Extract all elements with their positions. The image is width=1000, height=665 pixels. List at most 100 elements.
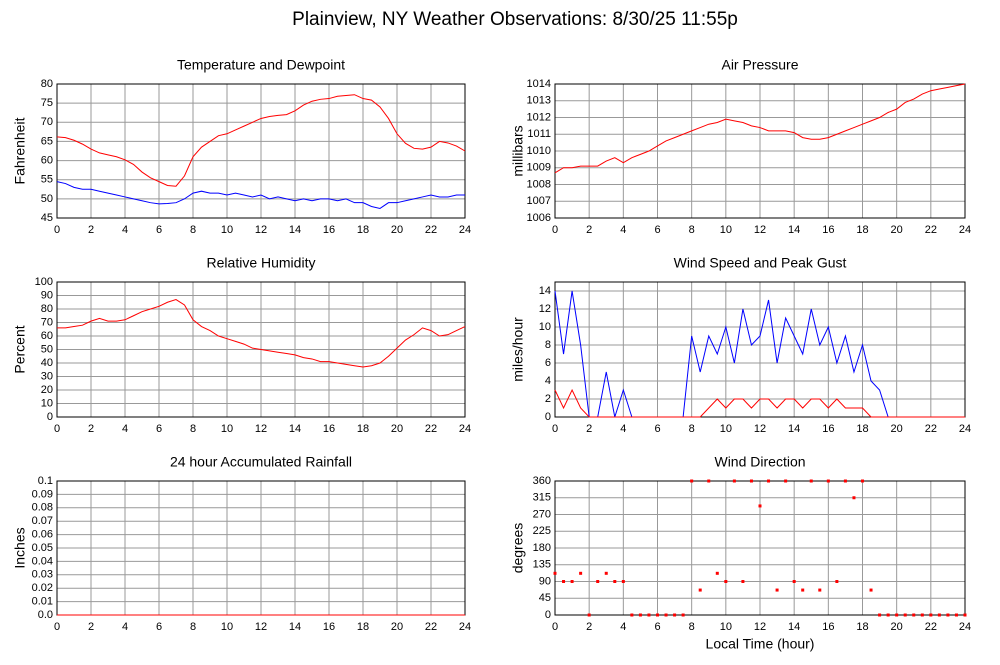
x-tick-label: 12: [255, 423, 267, 435]
y-tick-label: 180: [533, 542, 551, 554]
x-tick-label: 14: [788, 224, 800, 236]
x-tick-label: 22: [925, 423, 937, 435]
x-tick-label: 24: [959, 423, 971, 435]
panel-title: Wind Speed and Peak Gust: [674, 255, 847, 271]
y-tick-label: 10: [539, 321, 551, 333]
x-tick-label: 16: [323, 224, 335, 236]
x-tick-label: 4: [122, 621, 128, 633]
x-axis-label: Local Time (hour): [706, 636, 815, 652]
x-tick-label: 10: [221, 423, 233, 435]
y-tick-label: 1014: [527, 78, 551, 90]
x-tick-label: 0: [552, 621, 558, 633]
data-point: [656, 613, 659, 617]
x-tick-label: 24: [459, 224, 471, 236]
y-tick-label: 315: [533, 492, 551, 504]
x-tick-label: 12: [255, 224, 267, 236]
y-tick-label: 10: [41, 397, 53, 409]
y-tick-label: 50: [41, 193, 53, 205]
data-point: [638, 613, 642, 617]
plot-frame: [554, 480, 966, 616]
data-point: [775, 588, 779, 592]
x-tick-label: 18: [357, 224, 369, 236]
data-point: [621, 580, 625, 583]
x-tick-label: 0: [552, 224, 558, 236]
x-tick-label: 2: [88, 423, 94, 435]
y-tick-label: 0: [545, 411, 551, 423]
y-axis-label: degrees: [510, 523, 526, 574]
y-tick-label: 360: [533, 475, 551, 487]
x-tick-label: 2: [586, 224, 592, 236]
data-point: [835, 580, 839, 583]
y-tick-label: 135: [533, 559, 551, 571]
x-tick-label: 10: [720, 224, 732, 236]
data-point: [818, 588, 822, 592]
x-tick-label: 8: [190, 423, 196, 435]
x-tick-label: 20: [391, 423, 403, 435]
x-tick-label: 16: [323, 423, 335, 435]
x-tick-label: 0: [54, 423, 60, 435]
panel-title: Air Pressure: [721, 57, 798, 73]
x-tick-label: 2: [88, 621, 94, 633]
y-tick-label: 1012: [527, 111, 551, 123]
data-point: [758, 504, 762, 508]
x-tick-label: 14: [289, 423, 301, 435]
x-tick-label: 4: [620, 621, 626, 633]
data-point: [912, 613, 916, 617]
y-tick-label: 0.07: [32, 515, 53, 527]
data-point: [886, 613, 890, 617]
data-point: [647, 613, 651, 617]
data-line: [56, 181, 465, 209]
data-line: [554, 388, 965, 418]
x-tick-label: 20: [891, 224, 903, 236]
x-tick-label: 16: [822, 224, 834, 236]
data-point: [732, 479, 736, 483]
y-tick-label: 0.01: [32, 596, 53, 608]
x-tick-label: 22: [425, 621, 437, 633]
y-tick-label: 0.08: [32, 502, 53, 514]
x-tick-label: 0: [552, 423, 558, 435]
data-point: [673, 613, 677, 617]
x-tick-label: 22: [425, 423, 437, 435]
x-tick-label: 22: [425, 224, 437, 236]
panel-title: Wind Direction: [714, 454, 805, 470]
x-tick-label: 24: [959, 224, 971, 236]
y-tick-label: 90: [41, 289, 53, 301]
x-tick-label: 20: [891, 621, 903, 633]
panel-title: Temperature and Dewpoint: [177, 57, 345, 73]
x-tick-label: 8: [190, 224, 196, 236]
x-tick-label: 8: [689, 224, 695, 236]
data-point: [587, 613, 591, 617]
x-tick-label: 8: [190, 621, 196, 633]
y-tick-label: 0.1: [38, 475, 53, 487]
x-tick-label: 2: [88, 224, 94, 236]
data-point: [553, 571, 557, 575]
data-point: [903, 613, 907, 617]
y-tick-label: 20: [41, 384, 53, 396]
data-point: [664, 613, 668, 617]
x-tick-label: 14: [289, 224, 301, 236]
data-point: [801, 588, 805, 592]
y-tick-label: 225: [533, 525, 551, 537]
y-axis-label: Inches: [12, 527, 28, 568]
x-tick-label: 20: [891, 423, 903, 435]
x-tick-label: 14: [788, 621, 800, 633]
x-tick-label: 18: [856, 621, 868, 633]
x-tick-label: 10: [221, 621, 233, 633]
y-axis-label: miles/hour: [510, 317, 526, 382]
x-tick-label: 18: [856, 224, 868, 236]
x-tick-label: 6: [156, 621, 162, 633]
data-line: [56, 94, 466, 187]
y-axis-label: Fahrenheit: [12, 117, 28, 184]
panel-title: Relative Humidity: [207, 255, 316, 271]
data-point: [613, 580, 617, 583]
data-point: [715, 571, 719, 575]
y-tick-label: 40: [41, 357, 53, 369]
x-tick-label: 4: [122, 423, 128, 435]
y-tick-label: 1011: [527, 128, 551, 140]
y-tick-label: 4: [545, 375, 551, 387]
y-tick-label: 1007: [527, 195, 551, 207]
x-tick-label: 18: [856, 423, 868, 435]
data-point: [596, 580, 600, 583]
y-tick-label: 270: [533, 508, 551, 520]
y-tick-label: 12: [539, 303, 551, 315]
